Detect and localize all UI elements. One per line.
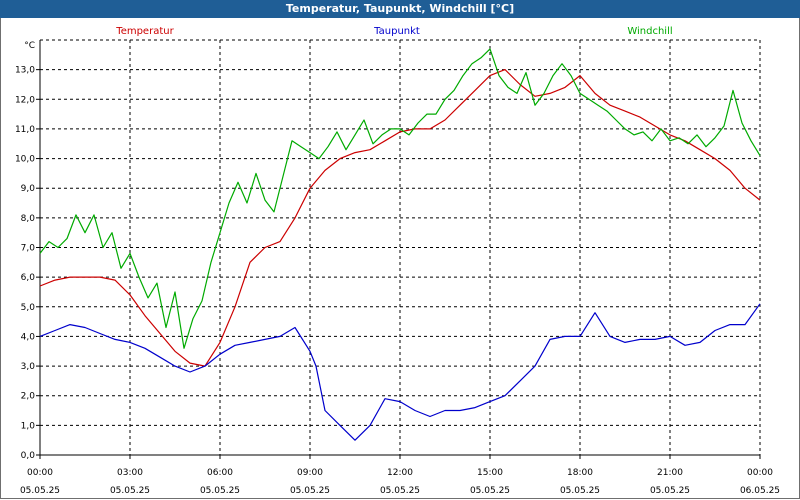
series-line-temperatur <box>39 68 761 367</box>
x-tick-label-date: 05.05.25 <box>650 486 690 496</box>
y-tick-label: 11,0 <box>15 125 35 135</box>
x-tick-label-time: 00:00 <box>27 468 53 478</box>
legend-temperatur: Temperatur <box>115 26 174 37</box>
tick-labels: 0,0 1,0 2,0 3,0 4,0 5,0 6,0 7,0 8,0 9,0 10,0 11,0 12… <box>15 41 780 496</box>
x-tick-label-time: 15:00 <box>477 468 503 478</box>
x-tick-label-date: 05.05.25 <box>560 486 600 496</box>
x-tick-label-time: 09:00 <box>297 468 323 478</box>
x-tick-label-time: 03:00 <box>117 468 143 478</box>
y-tick-label: 2,0 <box>21 392 36 402</box>
x-tick-label-date: 05.05.25 <box>290 486 330 496</box>
x-tick-label-date: 05.05.25 <box>380 486 420 496</box>
x-tick-label-date: 05.05.25 <box>200 486 240 496</box>
series-line-taupunkt <box>39 303 761 441</box>
y-tick-label: 10,0 <box>15 155 35 165</box>
x-tick-label-date: 05.05.25 <box>20 486 60 496</box>
y-tick-label: 13,0 <box>15 66 35 76</box>
y-tick-label: 8,0 <box>21 214 36 224</box>
x-tick-label-time: 18:00 <box>567 468 593 478</box>
x-tick-label-date: 05.05.25 <box>470 486 510 496</box>
y-tick-label: 0,0 <box>21 451 36 461</box>
series-line-windchill <box>39 48 761 349</box>
legend: Temperatur Taupunkt Windchill <box>115 26 672 37</box>
y-tick-label: 4,0 <box>21 332 36 342</box>
legend-taupunkt: Taupunkt <box>373 26 420 37</box>
chart-title: Temperatur, Taupunkt, Windchill [°C] <box>0 0 800 18</box>
x-tick-label-time: 12:00 <box>387 468 413 478</box>
y-tick-label: 1,0 <box>21 421 36 431</box>
legend-windchill: Windchill <box>627 26 672 37</box>
x-tick-label-date: 05.05.25 <box>110 486 150 496</box>
axes <box>36 39 761 459</box>
x-tick-label-time: 06:00 <box>207 468 233 478</box>
y-tick-label: 7,0 <box>21 244 36 254</box>
y-tick-label: 9,0 <box>21 184 36 194</box>
y-axis-unit: °C <box>24 41 35 51</box>
x-tick-label-time: 00:00 <box>747 468 773 478</box>
gridlines <box>40 40 760 455</box>
y-tick-label: 5,0 <box>21 303 36 313</box>
x-tick-label-date: 06.05.25 <box>740 486 780 496</box>
series-lines <box>39 48 761 441</box>
y-tick-label: 3,0 <box>21 362 36 372</box>
x-tick-label-time: 21:00 <box>657 468 683 478</box>
y-tick-label: 6,0 <box>21 273 36 283</box>
y-tick-label: 12,0 <box>15 95 35 105</box>
